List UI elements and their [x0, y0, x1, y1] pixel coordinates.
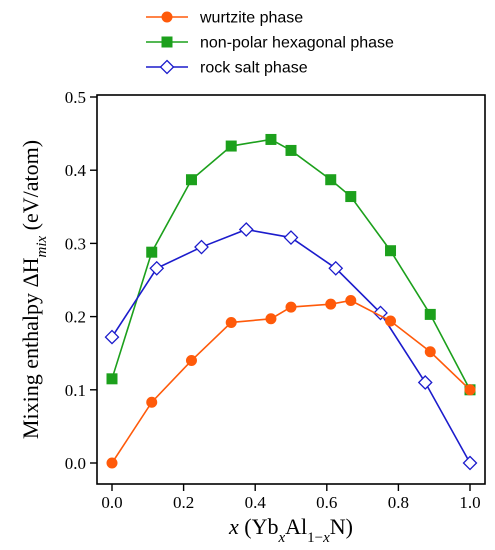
data-point [106, 373, 118, 385]
series-circle [106, 294, 476, 469]
data-point [345, 191, 357, 203]
data-point [185, 355, 197, 367]
legend-label: non-polar hexagonal phase [200, 35, 394, 52]
plot-frame [96, 94, 486, 485]
data-point [424, 346, 436, 358]
data-point [265, 313, 277, 325]
data-point [385, 245, 397, 257]
data-point [185, 174, 197, 186]
data-point [194, 239, 209, 255]
x-tick-label: 0.6 [316, 493, 337, 512]
data-point [464, 384, 476, 396]
data-point [225, 316, 237, 328]
legend-label: rock salt phase [200, 60, 308, 77]
data-point [345, 294, 357, 306]
series-diamond-open [104, 222, 478, 471]
series-line [111, 228, 471, 464]
legend-item: rock salt phase [146, 60, 308, 77]
y-tick-label: 0.5 [65, 88, 86, 107]
legend-marker [159, 59, 175, 75]
data-point [325, 174, 337, 186]
data-point [106, 457, 118, 469]
data-point [385, 315, 397, 327]
y-tick-label: 0.3 [65, 234, 86, 253]
data-point [462, 455, 478, 471]
y-axis-label: Mixing enthalpy ΔHmix (eV/atom) [18, 140, 50, 439]
y-tick-label: 0.0 [65, 454, 86, 473]
x-tick-label: 0.2 [173, 493, 194, 512]
series-line [111, 299, 471, 464]
data-point [424, 308, 436, 320]
y-tick-label: 0.2 [65, 308, 86, 327]
data-point [238, 222, 254, 237]
legend: wurtzite phase non-polar hexagonal phase r… [146, 10, 394, 77]
series-layer [104, 133, 478, 471]
x-tick-label: 0.0 [101, 493, 122, 512]
legend-item: wurtzite phase [146, 10, 303, 27]
legend-marker [161, 11, 173, 23]
legend-label: wurtzite phase [199, 10, 303, 27]
x-axis-label: x (YbxAl1−xN) [228, 514, 353, 546]
y-tick-label: 0.4 [65, 161, 87, 180]
data-point [328, 260, 344, 276]
data-point [285, 144, 297, 156]
data-point [146, 246, 158, 258]
x-tick-label: 0.8 [388, 493, 409, 512]
data-point [146, 396, 158, 408]
data-point [373, 305, 388, 321]
x-tick-label: 1.0 [459, 493, 480, 512]
data-point [225, 140, 237, 152]
data-point [283, 230, 299, 245]
data-point [325, 298, 337, 310]
series-square [106, 133, 476, 396]
data-point [285, 301, 297, 313]
data-point [149, 260, 165, 276]
data-point [265, 133, 277, 145]
legend-item: non-polar hexagonal phase [146, 35, 394, 52]
legend-marker [161, 36, 173, 48]
x-tick-label: 0.4 [245, 493, 267, 512]
data-point [417, 375, 433, 390]
data-point [104, 329, 120, 345]
y-tick-label: 0.1 [65, 381, 86, 400]
axis-ticks: 0.0 0.2 0.4 0.6 0.8 1.0 0.0 0.1 0.2 0.3 0.4 0.5 [65, 88, 481, 512]
